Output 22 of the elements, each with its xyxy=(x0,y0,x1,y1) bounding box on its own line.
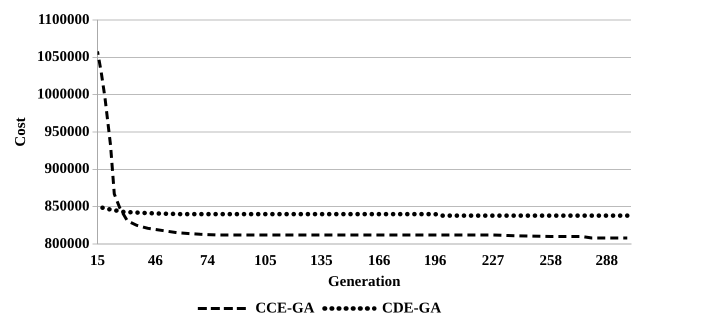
x-tick-label: 258 xyxy=(540,252,562,269)
line-series xyxy=(98,50,629,240)
y-axis-title: Cost xyxy=(12,117,29,147)
x-tick-label: 227 xyxy=(482,252,505,269)
x-tick-label: 166 xyxy=(368,252,391,269)
x-tick-label: 74 xyxy=(200,252,216,269)
x-tick-label: 46 xyxy=(148,252,164,269)
x-tick-label: 135 xyxy=(310,252,333,269)
y-tick-label: 1000000 xyxy=(37,86,90,103)
y-tick-label: 850000 xyxy=(44,198,90,215)
x-tick-label: 288 xyxy=(596,252,618,269)
legend-label: CDE-GA xyxy=(382,300,442,316)
y-tick-label: 800000 xyxy=(44,236,90,252)
x-tick-label: 105 xyxy=(254,252,277,269)
y-tick-label: 1050000 xyxy=(37,49,90,66)
y-tick-label: 1100000 xyxy=(38,12,90,28)
legend-label: CCE-GA xyxy=(255,300,315,316)
x-tick-label: 196 xyxy=(424,252,447,269)
y-tick-label: 950000 xyxy=(44,124,90,140)
x-tick-label: 15 xyxy=(90,252,105,269)
x-axis-title: Generation xyxy=(328,274,402,290)
y-tick-label: 900000 xyxy=(44,161,90,178)
